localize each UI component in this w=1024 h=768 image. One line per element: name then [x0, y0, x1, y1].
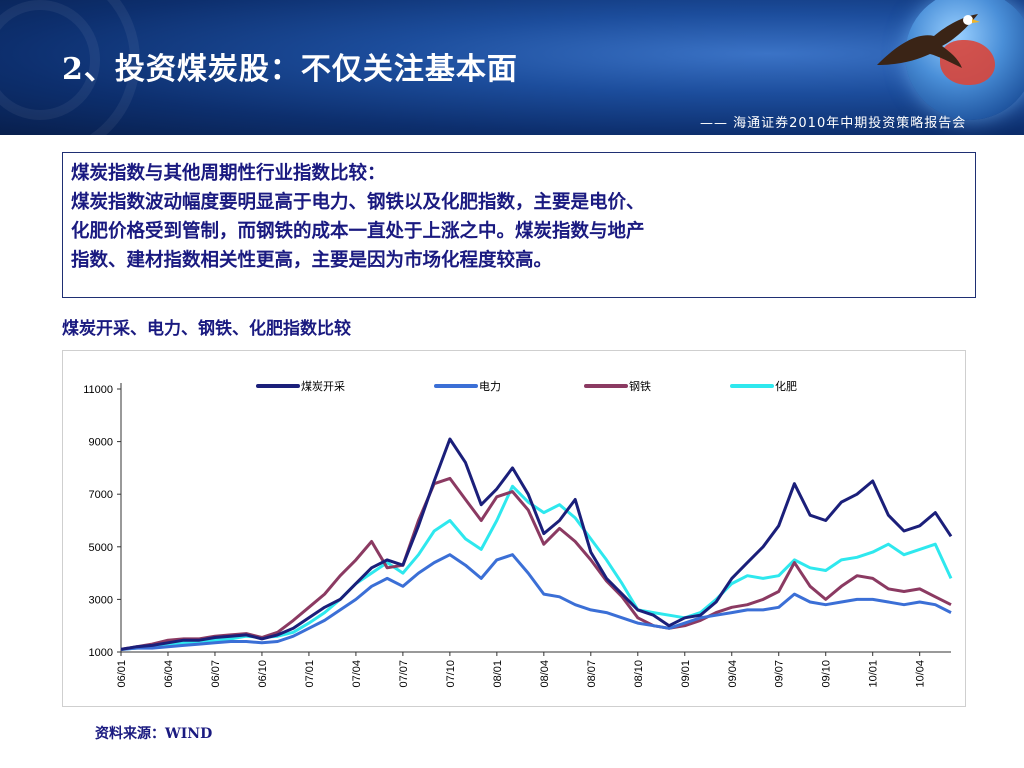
slide-header: 2、投资煤炭股：不仅关注基本面 —— 海通证券2010年中期投资策略报告会: [0, 0, 1024, 135]
y-tick-label: 7000: [89, 489, 113, 501]
x-tick-label: 07/07: [398, 660, 410, 688]
x-tick-label: 07/01: [304, 660, 316, 688]
x-tick-label: 06/07: [210, 660, 222, 688]
y-tick-label: 5000: [89, 542, 113, 554]
chart-caption: 煤炭开采、电力、钢铁、化肥指数比较: [62, 319, 351, 339]
y-tick-label: 1000: [89, 647, 113, 659]
x-tick-label: 09/04: [727, 660, 739, 688]
series-line: [120, 476, 952, 651]
y-tick-label: 9000: [89, 437, 113, 449]
y-tick-label: 3000: [89, 594, 113, 606]
x-tick-label: 07/04: [351, 660, 363, 688]
callout-line: 煤炭指数波动幅度要明显高于电力、钢铁以及化肥指数，主要是电价、: [71, 192, 645, 213]
legend-label: 电力: [479, 380, 501, 393]
x-tick-label: 09/01: [680, 660, 692, 688]
line-chart: 1000 3000 5000 7000 9000 11000 06/01 06/04 06/07…: [83, 379, 953, 688]
decorative-swirl: [0, 0, 100, 120]
x-tick-label: 06/01: [116, 660, 128, 688]
y-tick-label: 11000: [83, 384, 113, 396]
x-tick-label: 08/04: [539, 660, 551, 688]
china-map-icon: [940, 40, 995, 85]
series-line: [120, 437, 953, 651]
x-tick-label: 09/10: [821, 660, 833, 688]
x-tick-label: 06/04: [163, 660, 175, 688]
legend-label: 化肥: [775, 379, 797, 393]
callout-line: 指数、建材指数相关性更高，主要是因为市场化程度较高。: [71, 250, 553, 271]
x-tick-label: 10/01: [868, 660, 880, 688]
chart-container: 1000 3000 5000 7000 9000 11000 06/01 06/04 06/07…: [62, 350, 966, 707]
x-tick-label: 07/10: [445, 660, 457, 688]
series-line: [120, 553, 952, 651]
eagle-icon: [877, 14, 980, 68]
x-tick-label: 08/01: [492, 660, 504, 688]
legend-label: 钢铁: [629, 380, 651, 393]
x-tick-label: 09/07: [774, 660, 786, 688]
callout-line: 煤炭指数与其他周期性行业指数比较：: [71, 163, 386, 184]
x-tick-label: 08/10: [633, 660, 645, 688]
x-tick-label: 08/07: [586, 660, 598, 688]
x-tick-label: 10/04: [915, 660, 927, 688]
decorative-swirl: [0, 0, 140, 135]
page-title: 2、投资煤炭股：不仅关注基本面: [62, 52, 518, 87]
callout-line: 化肥价格受到管制，而钢铁的成本一直处于上涨之中。煤炭指数与地产: [71, 221, 645, 242]
summary-callout: 煤炭指数与其他周期性行业指数比较： 煤炭指数波动幅度要明显高于电力、钢铁以及化肥…: [62, 152, 976, 298]
source-note: 资料来源：WIND: [95, 726, 213, 742]
x-tick-label: 06/10: [257, 660, 269, 688]
legend-label: 煤炭开采: [301, 380, 345, 393]
page-subtitle: —— 海通证券2010年中期投资策略报告会: [700, 116, 967, 131]
